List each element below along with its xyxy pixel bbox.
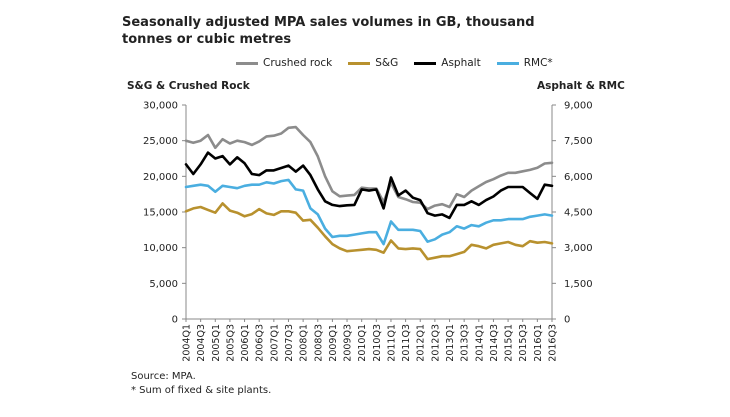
x-tick-label: 2004Q3 — [196, 324, 207, 362]
x-tick-label: 2004Q1 — [182, 324, 193, 362]
series-line-crushed-rock — [184, 125, 554, 211]
x-tick-label: 2007Q1 — [269, 324, 280, 362]
x-tick-label: 2015Q3 — [518, 324, 529, 362]
right-tick-label: 6,000 — [564, 172, 593, 183]
series-line-rmc — [184, 178, 554, 246]
x-tick-label: 2011Q1 — [386, 324, 397, 362]
x-tick-label: 2012Q1 — [416, 324, 427, 362]
right-axis-title: Asphalt & RMC — [537, 80, 625, 92]
x-tick-label: 2007Q3 — [284, 324, 295, 362]
left-tick-label: 10,000 — [143, 243, 178, 254]
x-tick-label: 2006Q3 — [255, 324, 266, 362]
series-line-asphalt — [184, 151, 554, 220]
x-tick-label: 2008Q3 — [313, 324, 324, 362]
legend-item-crushed-rock: Crushed rock — [236, 57, 332, 69]
right-tick-label: 4,500 — [564, 208, 593, 219]
source-note: Source: MPA. * Sum of fixed & site plant… — [131, 370, 271, 398]
source-line: Source: MPA. — [131, 371, 196, 382]
chart-title: Seasonally adjusted MPA sales volumes in… — [122, 15, 535, 47]
x-tick-label: 2014Q3 — [489, 324, 500, 362]
legend: Crushed rock S&G Asphalt RMC* — [236, 55, 569, 71]
x-tick-label: 2012Q3 — [430, 324, 441, 362]
right-tick-label: 0 — [564, 315, 570, 326]
x-tick-label: 2008Q1 — [299, 324, 310, 362]
x-tick-label: 2006Q1 — [240, 324, 251, 362]
legend-item-sg: S&G — [348, 57, 398, 69]
x-tick-label: 2016Q3 — [548, 324, 559, 362]
legend-swatch-asphalt — [414, 61, 437, 65]
left-tick-label: 30,000 — [143, 101, 178, 112]
left-tick-label: 5,000 — [149, 279, 178, 290]
series-lines — [184, 125, 554, 261]
x-tick-label: 2013Q1 — [445, 324, 456, 362]
legend-swatch-sg — [348, 61, 371, 65]
legend-label-rmc: RMC* — [523, 57, 553, 69]
legend-label-crushed-rock: Crushed rock — [263, 57, 333, 69]
x-tick-label: 2015Q1 — [504, 324, 515, 362]
x-tick-label: 2010Q1 — [357, 324, 368, 362]
x-tick-label: 2005Q3 — [225, 324, 236, 362]
x-tick-label: 2016Q1 — [533, 324, 544, 362]
legend-swatch-crushed-rock — [236, 61, 258, 65]
x-tick-label: 2005Q1 — [211, 324, 222, 362]
right-tick-label: 1,500 — [564, 279, 593, 290]
legend-item-rmc: RMC* — [496, 57, 553, 69]
x-tick-labels: 2004Q1 2004Q3 2005Q1 2005Q3 2006Q1 2006Q3 2007… — [182, 324, 559, 362]
legend-label-asphalt: Asphalt — [441, 57, 481, 69]
x-tick-label: 2009Q3 — [343, 324, 354, 362]
footnote-line: * Sum of fixed & site plants. — [131, 385, 272, 396]
right-tick-label: 7,500 — [564, 136, 593, 147]
left-tick-label: 0 — [172, 315, 178, 326]
legend-swatch-rmc — [496, 61, 519, 65]
x-tick-label: 2013Q3 — [460, 324, 471, 362]
left-tick-label: 25,000 — [143, 136, 178, 147]
x-tick-label: 2009Q1 — [328, 324, 339, 362]
left-axis-title: S&G & Crushed Rock — [127, 80, 250, 92]
right-tick-label: 9,000 — [564, 101, 593, 112]
right-tick-labels: 0 1,500 3,000 4,500 6,000 7,500 9,000 — [564, 101, 593, 326]
series-line-s-g — [184, 202, 554, 261]
legend-label-sg: S&G — [375, 57, 399, 69]
left-tick-label: 20,000 — [143, 172, 178, 183]
right-tick-label: 3,000 — [564, 243, 593, 254]
left-tick-labels: 0 5,000 10,000 15,000 20,000 25,000 30,000 — [143, 101, 178, 326]
left-tick-label: 15,000 — [143, 208, 178, 219]
legend-item-asphalt: Asphalt — [414, 57, 481, 69]
x-tick-label: 2011Q3 — [401, 324, 412, 362]
x-tick-label: 2010Q3 — [372, 324, 383, 362]
x-tick-label: 2014Q1 — [474, 324, 485, 362]
